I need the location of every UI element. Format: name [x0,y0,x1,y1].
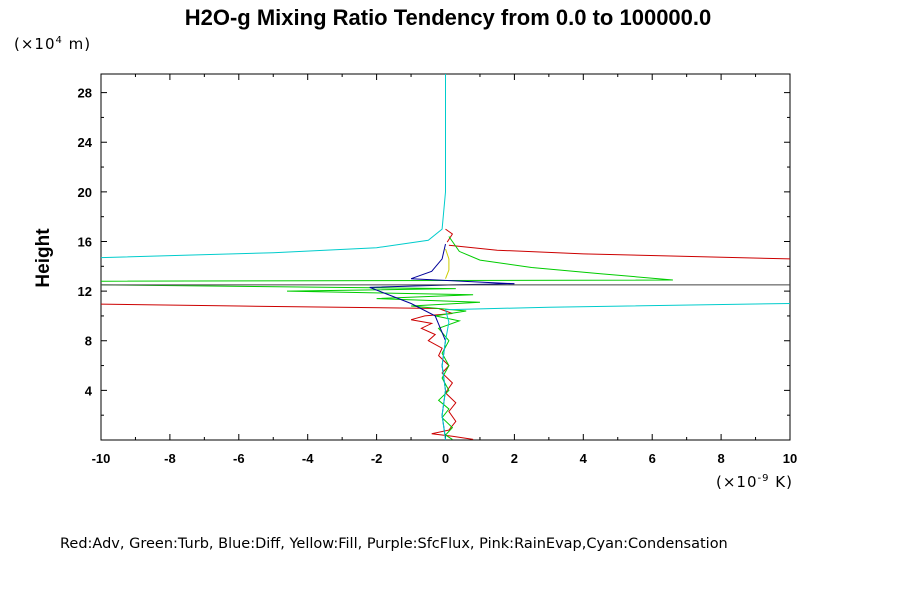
y-unit-label: (×104 m) [14,35,91,53]
series-condensation-line-upper [100,74,446,259]
series-adv-line [100,303,474,440]
x-unit-label: (×10-9 K) [716,473,793,491]
series-condensation-line [441,303,791,441]
y-tick-label: 8 [85,334,92,349]
y-unit-prefix: (×10 [14,35,56,53]
x-unit-suffix: K) [770,473,793,491]
x-unit-prefix: (×10 [716,473,758,491]
y-tick-label: 24 [78,135,93,150]
x-tick-label: 0 [442,451,449,466]
series-adv-line-tail [448,244,791,260]
y-axis-label: Height [33,228,54,288]
x-tick-label: 2 [511,451,518,466]
x-tick-label: -6 [233,451,245,466]
series-fill-line [445,248,450,279]
y-tick-label: 20 [78,185,92,200]
x-tick-label: -4 [302,451,314,466]
x-tick-label: -8 [164,451,176,466]
x-tick-label: 6 [649,451,656,466]
chart-title: H2O-g Mixing Ratio Tendency from 0.0 to … [185,5,712,30]
legend-text: Red:Adv, Green:Turb, Blue:Diff, Yellow:F… [60,536,728,552]
x-unit-exponent: -9 [758,473,770,484]
series-turb-line-upper [100,236,673,282]
y-tick-label: 28 [78,86,92,101]
x-tick-label: 8 [717,451,724,466]
x-tick-label: 4 [580,451,588,466]
y-tick-label: 16 [78,234,92,249]
y-unit-suffix: m) [63,35,91,53]
y-tick-label: 4 [85,383,93,398]
series-adv-line-curve [445,228,454,243]
x-tick-label: -2 [371,451,383,466]
x-tick-label: -10 [92,451,111,466]
series-diff-line-upper [410,243,515,285]
series-turb-line [100,284,481,440]
y-unit-exponent: 4 [56,35,63,46]
y-tick-label: 12 [78,284,92,299]
x-tick-label: 10 [783,451,797,466]
